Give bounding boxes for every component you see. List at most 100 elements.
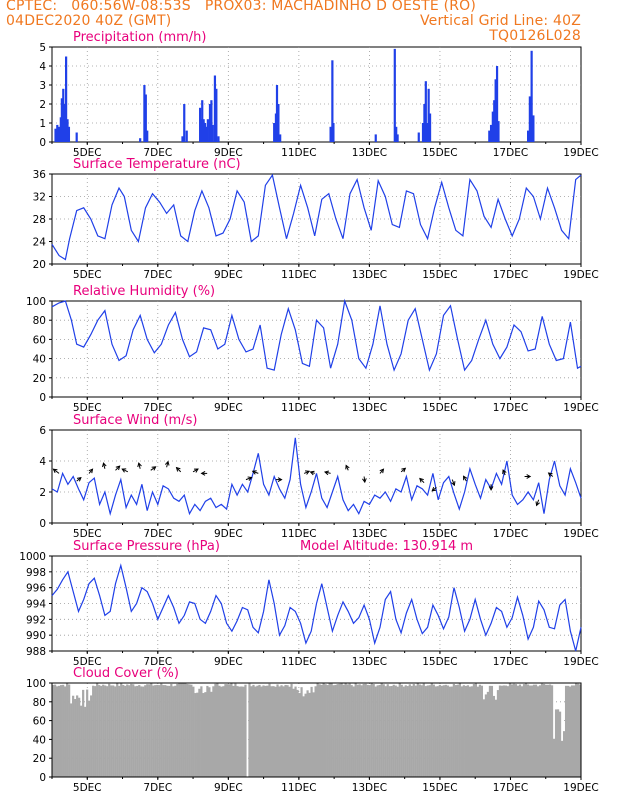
x-tick-label: 9DEC — [214, 147, 243, 159]
cloud-bar — [578, 684, 582, 777]
cloud-bar — [66, 683, 69, 777]
panel-title: Cloud Cover (%) — [73, 666, 179, 681]
x-tick-label: 11DEC — [281, 147, 316, 159]
cloud-bar — [308, 692, 311, 777]
cloud-bar — [534, 684, 538, 777]
precip-bar — [65, 56, 68, 142]
cloud-bar — [488, 685, 492, 777]
x-tick-label: 5DEC — [73, 147, 102, 159]
cloud-bar — [70, 703, 73, 777]
y-tick-label: 988 — [26, 646, 46, 658]
cloud-bar — [318, 684, 321, 777]
y-tick-label: 2 — [39, 99, 46, 111]
cloud-bar — [62, 684, 65, 777]
panel-title: Relative Humidity (%) — [73, 284, 215, 299]
cloud-bar — [206, 685, 209, 777]
wind-arrow — [137, 462, 142, 469]
y-tick-label: 2 — [39, 487, 46, 499]
wind-arrow-head — [362, 478, 367, 484]
cloud-bar — [86, 689, 89, 777]
precip-bar — [143, 85, 146, 142]
cloud-bar — [454, 685, 457, 777]
cloud-bar — [386, 684, 389, 777]
x-tick-label: 19DEC — [563, 269, 598, 281]
cloud-bar — [226, 684, 229, 777]
cloud-bar — [228, 684, 231, 777]
x-tick-label: 15DEC — [422, 782, 457, 794]
precip-bar — [54, 128, 57, 142]
cloud-bar — [530, 685, 534, 777]
precip-bar — [62, 88, 65, 142]
cloud-bar — [264, 685, 267, 777]
y-tick-label: 36 — [33, 169, 47, 181]
y-tick-label: 60 — [33, 716, 46, 728]
x-tick-label: 5DEC — [73, 782, 102, 794]
cloud-bar — [314, 686, 317, 777]
panel-title: Surface Pressure (hPa) — [73, 539, 220, 554]
cloud-bar — [352, 686, 355, 777]
precip-bar — [428, 113, 432, 142]
cloud-bar — [236, 686, 239, 777]
x-tick-label: 7DEC — [143, 269, 172, 281]
cloud-bar — [482, 699, 486, 777]
cloud-bar — [102, 684, 105, 777]
y-tick-label: 28 — [33, 214, 46, 226]
cloud-bar — [306, 690, 309, 777]
cloud-bar — [572, 685, 576, 777]
model-altitude: Model Altitude: 130.914 m — [300, 539, 473, 554]
cloud-bar — [568, 686, 572, 777]
y-tick-label: 996 — [26, 583, 46, 595]
x-tick-label: 13DEC — [352, 402, 387, 414]
wind-arrow — [502, 469, 507, 476]
wind-arrow — [309, 470, 315, 476]
wind-arrow-head — [175, 466, 181, 472]
wind-arrow — [524, 474, 532, 479]
cloud-bar — [434, 686, 437, 777]
cloud-bar — [72, 695, 75, 777]
y-tick-label: 0 — [39, 518, 46, 530]
cloud-bar — [208, 687, 211, 777]
cloud-bar — [502, 685, 506, 777]
y-tick-label: 3 — [39, 80, 46, 92]
cloud-bar — [284, 684, 287, 777]
wind-arrow — [102, 462, 107, 469]
cloud-bar — [154, 685, 157, 777]
cloud-bar — [554, 709, 558, 777]
panel-1: Precipitation (mm/h) 5DEC 7DEC 9DEC 11DEC 13D… — [39, 30, 598, 159]
precip-bar — [144, 94, 147, 142]
cloud-bar — [520, 686, 524, 777]
cloud-bar — [230, 683, 233, 777]
cloud-bar — [556, 709, 560, 777]
wind-arrow-head — [193, 468, 199, 473]
cloud-bar — [252, 684, 255, 777]
x-tick-label: 11DEC — [281, 528, 316, 540]
wind-arrow-head — [547, 472, 553, 477]
x-tick-label: 7DEC — [143, 402, 172, 414]
cloud-bar — [418, 684, 421, 777]
cloud-bar — [396, 686, 399, 777]
cloud-bar — [354, 683, 357, 777]
precip-bar — [181, 136, 184, 142]
cloud-bar — [100, 685, 103, 777]
cloud-bar — [302, 696, 305, 777]
precip-bar — [273, 123, 276, 142]
cloud-bar — [398, 683, 401, 777]
panel-4: Surface Wind (m/s) 5DEC 7DEC 9DEC 11DEC 13DEC… — [39, 413, 598, 540]
wind-arrow-head — [526, 474, 532, 479]
cloud-bar — [510, 684, 514, 777]
precip-bar — [396, 134, 399, 142]
cloud-bar — [328, 683, 331, 777]
cloud-bar — [170, 683, 173, 777]
cloud-bar — [124, 685, 127, 777]
cloud-bar — [126, 684, 129, 777]
cloud-bar — [546, 684, 550, 777]
cloud-bar — [334, 684, 337, 777]
cloud-bar — [456, 684, 459, 777]
cloud-bar — [222, 686, 225, 777]
series-line — [51, 173, 582, 261]
cloud-bar — [536, 686, 540, 777]
cloud-bar — [500, 685, 504, 777]
wind-arrow — [115, 465, 121, 471]
x-tick-label: 7DEC — [143, 147, 172, 159]
cloud-bar — [270, 686, 273, 777]
